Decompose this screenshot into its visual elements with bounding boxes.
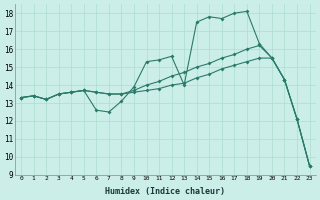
X-axis label: Humidex (Indice chaleur): Humidex (Indice chaleur): [105, 187, 225, 196]
